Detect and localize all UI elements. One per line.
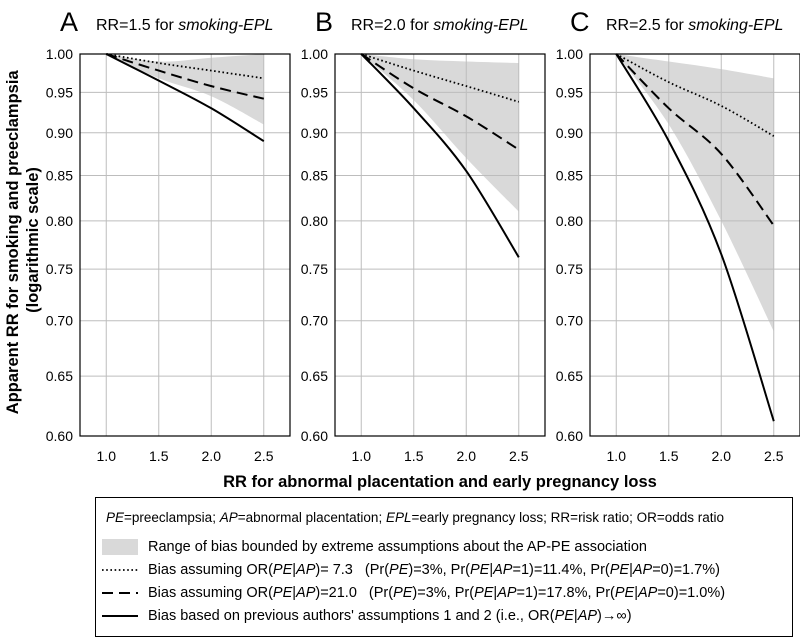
legend-abbreviations: PE=preeclampsia; AP=abnormal placentatio… (106, 510, 724, 525)
plot-frame (589, 53, 800, 437)
y-tick-label: 0.65 (301, 368, 328, 384)
y-tick-label: 0.65 (556, 368, 583, 384)
y-tick-label: 0.95 (301, 84, 328, 100)
panel-title: RR=2.5 for smoking-EPL (606, 17, 783, 34)
y-tick-label: 0.90 (46, 125, 73, 141)
y-tick-label: 0.85 (301, 168, 328, 184)
x-tick-label: 1.0 (97, 448, 117, 464)
y-tick-label: 1.00 (301, 46, 328, 62)
legend-label: Bias assuming OR(PE|AP)=21.0 (148, 585, 357, 601)
series-line-dashed (615, 53, 775, 227)
y-tick-label: 0.65 (46, 368, 73, 384)
y-tick-label: 0.90 (556, 125, 583, 141)
legend-item-band: Range of bias bounded by extreme assumpt… (102, 536, 647, 558)
legend-swatch-dashed (102, 592, 138, 594)
series-line-dashed (360, 53, 520, 151)
x-tick-label: 2.0 (202, 448, 222, 464)
series-line-solid (360, 53, 520, 258)
panel-c: 0.60 0.65 0.70 0.75 0.80 0.85 0.90 0.95 1.00 1.0 1… (556, 7, 800, 464)
legend-parameters: (Pr(PE)=3%, Pr(PE|AP=1)=17.8%, Pr(PE|AP=… (368, 585, 726, 601)
bias-range-band (106, 54, 264, 125)
panel-title: RR=1.5 for smoking-EPL (96, 17, 273, 34)
legend-item-solid: Bias based on previous authors' assumpti… (102, 605, 632, 627)
panel-title: RR=2.0 for smoking-EPL (351, 17, 528, 34)
y-tick-label: 1.00 (46, 46, 73, 62)
panel-letter: A (60, 7, 78, 37)
x-tick-label: 2.0 (712, 448, 732, 464)
x-tick-label: 1.0 (607, 448, 627, 464)
legend-label: Bias based on previous authors' assumpti… (148, 608, 632, 624)
series-line-solid (615, 53, 775, 422)
x-tick-label: 2.5 (509, 448, 529, 464)
x-tick-label: 2.5 (254, 448, 274, 464)
y-tick-label: 0.80 (46, 213, 73, 229)
legend-item-dotted: Bias assuming OR(PE|AP)= 7.3 (Pr(PE)=3%, … (102, 559, 720, 581)
series-line-dashed (105, 53, 265, 100)
y-axis-label: Apparent RR for smoking and preeclampsia… (4, 66, 42, 414)
legend-swatch-band (102, 539, 138, 555)
y-tick-label: 0.90 (301, 125, 328, 141)
bias-range-band (361, 54, 519, 212)
panel-a: 0.60 0.65 0.70 0.75 0.80 0.85 0.90 0.95 1.00 1.0 1… (46, 7, 291, 464)
legend-swatch-dotted (102, 569, 138, 571)
legend-swatch-solid (102, 615, 138, 617)
legend-item-dashed: Bias assuming OR(PE|AP)=21.0 (Pr(PE)=3%, … (102, 582, 725, 604)
y-tick-label: 0.75 (301, 261, 328, 277)
y-tick-label: 0.85 (46, 168, 73, 184)
legend-box: PE=preeclampsia; AP=abnormal placentatio… (95, 497, 793, 637)
legend-parameters: (Pr(PE)=3%, Pr(PE|AP=1)=11.4%, Pr(PE|AP=… (364, 562, 720, 578)
y-tick-label: 0.60 (556, 428, 583, 444)
y-tick-label: 0.60 (46, 428, 73, 444)
y-tick-label: 0.85 (556, 168, 583, 184)
bias-range-band (616, 54, 774, 332)
y-tick-label: 0.70 (46, 313, 73, 329)
x-tick-label: 1.5 (149, 448, 169, 464)
x-tick-label: 1.5 (404, 448, 424, 464)
plot-frame (79, 53, 291, 437)
panel-letter: C (570, 7, 590, 37)
y-tick-label: 0.75 (46, 261, 73, 277)
x-tick-label: 1.0 (352, 448, 372, 464)
plot-frame (334, 53, 546, 437)
y-tick-label: 1.00 (556, 46, 583, 62)
y-tick-label: 0.75 (556, 261, 583, 277)
x-tick-label: 1.5 (659, 448, 679, 464)
y-tick-label: 0.95 (46, 84, 73, 100)
panels: 0.60 0.65 0.70 0.75 0.80 0.85 0.90 0.95 1.00 1.0 1… (46, 7, 800, 464)
x-tick-label: 2.0 (457, 448, 477, 464)
legend-label: Bias assuming OR(PE|AP)= 7.3 (148, 562, 353, 578)
legend-band-swatch (102, 539, 138, 555)
y-tick-label: 0.95 (556, 84, 583, 100)
series-line-dotted (615, 53, 775, 137)
y-tick-label: 0.70 (556, 313, 583, 329)
series-line-solid (105, 53, 265, 142)
y-tick-label: 0.80 (301, 213, 328, 229)
x-tick-label: 2.5 (764, 448, 784, 464)
panel-b: 0.60 0.65 0.70 0.75 0.80 0.85 0.90 0.95 1.00 1.0 1… (301, 7, 546, 464)
y-tick-label: 0.80 (556, 213, 583, 229)
legend-label: Range of bias bounded by extreme assumpt… (148, 539, 647, 555)
x-axis-label: RR for abnormal placentation and early p… (223, 473, 657, 491)
panel-letter: B (315, 7, 333, 37)
y-tick-label: 0.70 (301, 313, 328, 329)
y-tick-label: 0.60 (301, 428, 328, 444)
